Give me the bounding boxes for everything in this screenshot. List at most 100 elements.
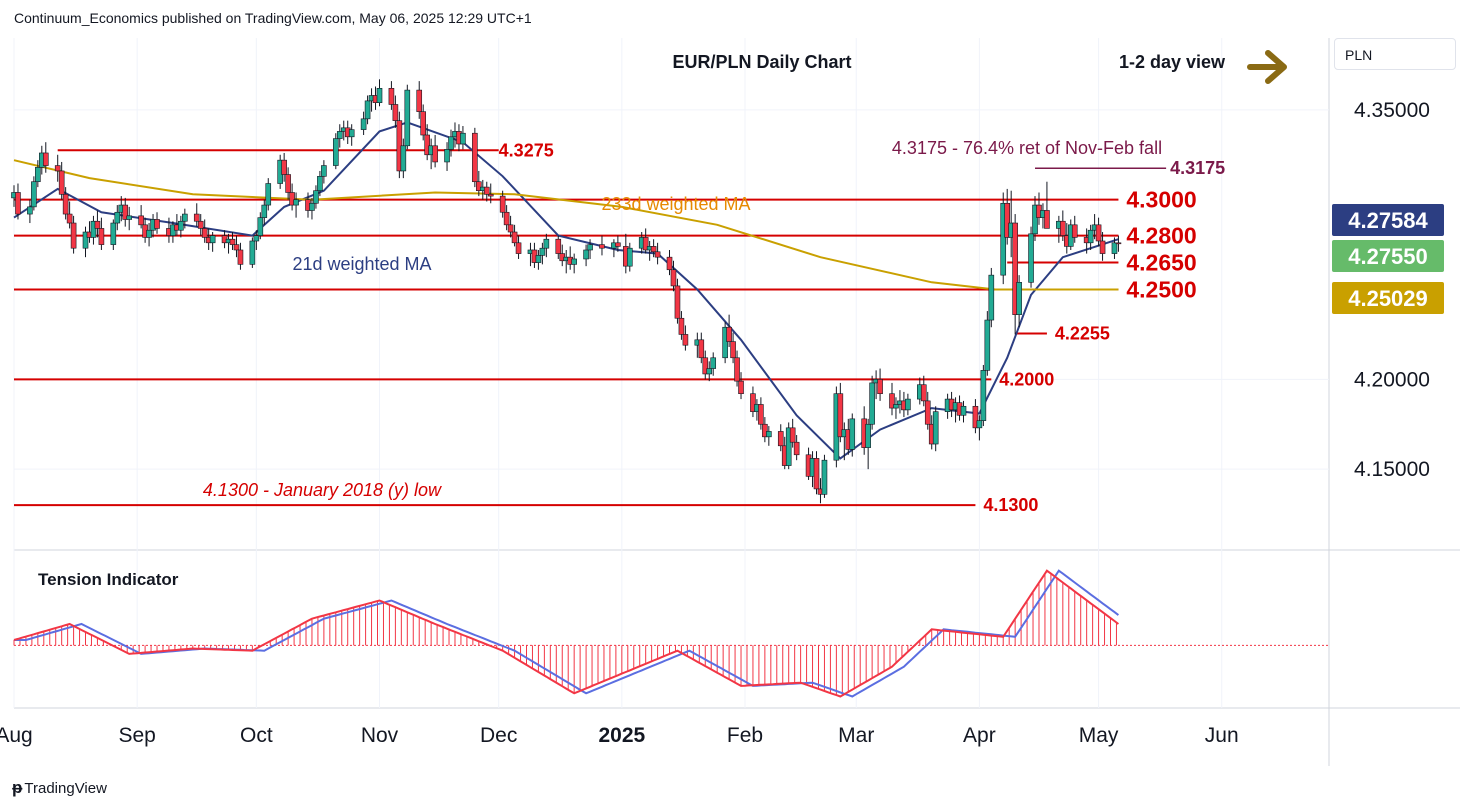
candle-body — [503, 211, 510, 226]
candle — [27, 199, 33, 224]
price-tag-label: 4.27584 — [1348, 208, 1428, 233]
candle — [960, 400, 967, 423]
candle — [31, 176, 37, 211]
candle-body — [893, 404, 899, 409]
candle — [730, 332, 736, 364]
candle — [738, 372, 744, 400]
level-label-4.1300: 4.1300 — [983, 495, 1038, 515]
candle — [924, 391, 931, 430]
candle-body — [920, 384, 927, 402]
candle — [1016, 275, 1022, 328]
candle-body — [257, 217, 264, 236]
candle — [702, 350, 709, 380]
price-tag-label: 4.25029 — [1348, 286, 1428, 311]
candle-body — [54, 165, 61, 172]
candle — [626, 242, 633, 272]
candle-body — [1087, 229, 1094, 244]
candle-body — [321, 165, 327, 177]
candle — [1099, 232, 1106, 261]
level-label-4.2000: 4.2000 — [999, 369, 1054, 389]
candle — [483, 181, 490, 202]
candle-body — [404, 89, 411, 147]
candle-body — [587, 244, 593, 251]
candle — [122, 197, 129, 227]
candle — [571, 253, 577, 274]
candle — [321, 160, 327, 184]
candle — [35, 160, 41, 188]
candle — [15, 183, 21, 220]
candle-body — [905, 398, 911, 411]
candle-body — [360, 118, 367, 130]
candle-body — [1060, 220, 1066, 236]
candle-body — [849, 418, 856, 450]
candle — [766, 426, 772, 446]
candle-body — [666, 256, 673, 271]
candle — [70, 215, 77, 254]
candle — [58, 161, 65, 200]
candle — [793, 435, 800, 461]
candle-body — [249, 240, 256, 265]
candle-body — [706, 368, 713, 375]
price-tag-label: 4.27550 — [1348, 244, 1428, 269]
candle — [980, 364, 987, 427]
main-pane[interactable] — [14, 38, 1329, 550]
candle-body — [1095, 224, 1102, 242]
candle — [821, 454, 828, 498]
view-label: 1-2 day view — [1119, 52, 1226, 72]
tension-indicator-pane — [13, 569, 1329, 698]
candle-body — [193, 213, 200, 222]
candle-body — [1000, 202, 1007, 276]
candle-body — [535, 255, 542, 263]
candle — [920, 375, 927, 407]
candle — [535, 249, 542, 270]
price-tick-label: 4.35000 — [1354, 99, 1430, 122]
candle — [285, 167, 291, 200]
candle-body — [62, 193, 69, 215]
candle — [650, 239, 657, 258]
candle — [762, 417, 768, 443]
candle — [154, 212, 160, 234]
candle — [261, 199, 268, 225]
candle-body — [682, 334, 689, 346]
candle — [654, 242, 661, 265]
candle — [877, 368, 883, 401]
candle-body — [785, 427, 792, 466]
candle — [444, 142, 450, 171]
candle — [587, 239, 593, 259]
candle — [1012, 214, 1018, 335]
candle — [893, 397, 899, 419]
candle — [1004, 188, 1011, 245]
price-axis-ticks: 4.35000 4.20000 4.15000 — [1354, 99, 1430, 481]
currency-badge[interactable]: PLN — [1334, 38, 1456, 70]
candle-body — [476, 181, 482, 192]
candle-body — [237, 249, 244, 265]
candle — [237, 242, 244, 270]
fib-retracement-note: 4.3175 - 76.4% ret of Nov-Feb fall — [892, 138, 1162, 158]
candle-body — [309, 202, 315, 211]
candle — [1032, 196, 1038, 242]
candle — [1095, 217, 1102, 247]
candle-body — [114, 211, 121, 224]
candle — [726, 314, 732, 347]
candle-body — [35, 167, 41, 183]
candle-body — [197, 220, 204, 229]
level-label-4.2255: 4.2255 — [1055, 324, 1110, 344]
tension-line — [13, 569, 1120, 698]
candle-body — [762, 423, 768, 438]
candle — [42, 142, 49, 173]
candle — [984, 311, 991, 376]
tradingview-logo[interactable]: ᵽ TradingView — [12, 778, 107, 798]
candle-body — [726, 326, 732, 342]
candle-body — [507, 224, 514, 233]
candle — [249, 237, 256, 268]
candle-body — [1111, 242, 1118, 254]
publisher-line: Continuum_Economics published on Trading… — [14, 10, 532, 26]
candle-body — [698, 339, 705, 359]
candle — [1060, 210, 1066, 242]
candle — [670, 260, 677, 292]
candle-body — [15, 192, 21, 215]
candle-body — [543, 238, 550, 249]
candle — [265, 178, 272, 211]
